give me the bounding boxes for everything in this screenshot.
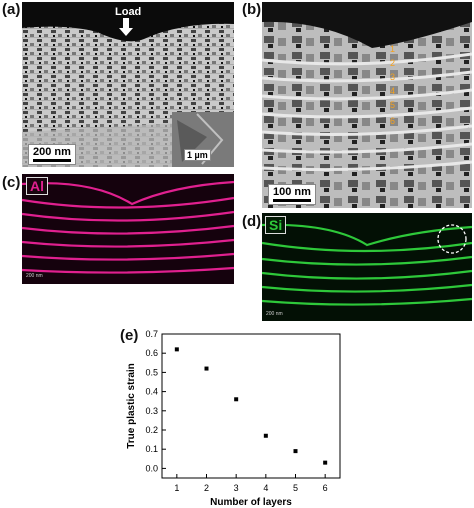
layer-number-6: 6: [390, 116, 396, 126]
x-axis-label: Number of layers: [210, 497, 292, 508]
y-axis-label: True plastic strain: [126, 363, 137, 449]
tem-image-b: [262, 2, 472, 208]
strain-chart: 1 2 3 4 5 6 0.0 0.1 0.2 0.3 0.4 0.5 0.6 0.7 Number of …: [126, 329, 341, 508]
al-map-image: [22, 174, 234, 284]
panel-b-tem-image: 100 nm 1 2 3 4 5 6: [262, 2, 472, 208]
x-tick-label: 2: [204, 483, 209, 493]
data-point: [174, 347, 179, 352]
panel-label-c: (c): [2, 174, 21, 191]
y-tick-label: 0.0: [145, 463, 158, 473]
scale-bar-b: 100 nm: [268, 184, 316, 205]
layer-number-3: 3: [390, 72, 396, 82]
panel-label-e: (e): [120, 327, 139, 344]
x-tick-label: 5: [293, 483, 298, 493]
load-arrow-icon: [119, 18, 133, 36]
inset-scale-bar: 1 µm: [184, 149, 211, 161]
data-point: [323, 460, 328, 465]
layer-number-4: 4: [390, 86, 396, 96]
x-tick-label: 4: [263, 483, 268, 493]
scale-bar-c-text: 200 nm: [26, 273, 43, 279]
x-tick-label: 1: [174, 483, 179, 493]
x-tick-label: 6: [323, 483, 328, 493]
data-point: [263, 433, 268, 438]
panel-label-d: (d): [242, 213, 262, 230]
layer-number-1: 1: [390, 44, 396, 54]
inset-scale-bar-text: 1 µm: [187, 150, 208, 160]
y-tick-label: 0.1: [145, 444, 158, 454]
element-label-al: Al: [26, 177, 48, 195]
y-tick-label: 0.5: [145, 367, 158, 377]
x-tick-label: 3: [234, 483, 239, 493]
load-label: Load: [115, 6, 141, 18]
data-point: [234, 397, 239, 402]
panel-label-b: (b): [242, 1, 262, 18]
si-map-image: [262, 213, 472, 321]
tem-image-a: Load: [22, 2, 234, 167]
panel-label-a: (a): [2, 1, 21, 18]
panel-a-tem-image: Load 200 nm 1 µm: [22, 2, 234, 167]
data-point: [204, 366, 209, 371]
y-tick-label: 0.2: [145, 425, 158, 435]
layer-number-2: 2: [390, 58, 396, 68]
y-tick-label: 0.6: [145, 348, 158, 358]
scale-bar-a-text: 200 nm: [33, 146, 71, 158]
y-tick-label: 0.7: [145, 329, 158, 339]
plot-frame: [161, 333, 341, 479]
data-point: [293, 449, 298, 454]
panel-d-si-map: 200 nm Si: [262, 213, 472, 321]
element-label-si: Si: [265, 216, 287, 234]
highlight-circle: [437, 224, 467, 254]
y-tick-label: 0.3: [145, 406, 158, 416]
scale-bar-b-text: 100 nm: [273, 186, 311, 198]
panel-c-al-map: 200 nm Al: [22, 174, 234, 284]
y-tick-label: 0.4: [145, 387, 158, 397]
layer-number-5: 5: [390, 100, 396, 110]
scale-bar-a: 200 nm: [28, 144, 76, 165]
scale-bar-d-text: 200 nm: [266, 311, 283, 317]
